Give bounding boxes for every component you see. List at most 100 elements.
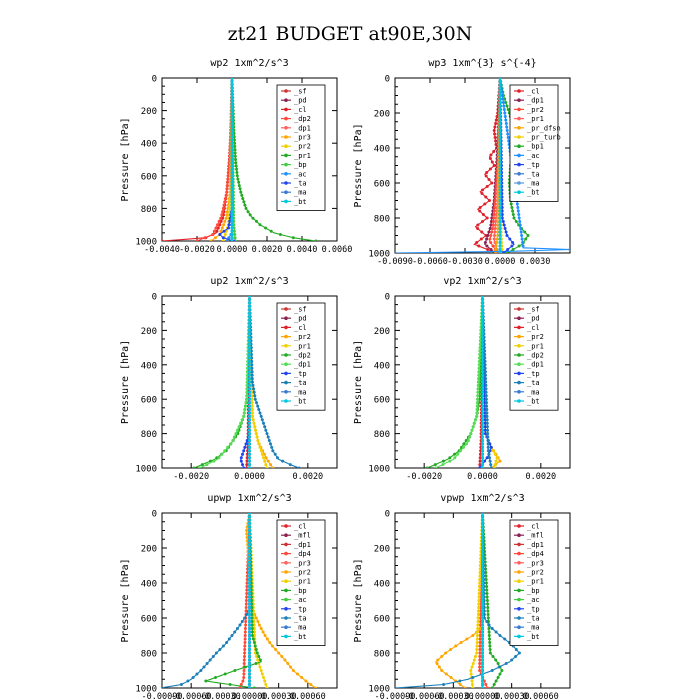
series-marker [481, 644, 484, 648]
series-marker [248, 529, 251, 532]
series-marker [477, 377, 480, 381]
series-marker [478, 648, 482, 651]
series-marker [255, 435, 259, 439]
series-marker [481, 296, 484, 298]
series-marker [484, 377, 488, 381]
legend-label: _pr_dfsn [527, 124, 561, 132]
series-marker [454, 644, 458, 648]
series-marker [470, 683, 474, 686]
y-tick-label: 400 [141, 361, 157, 371]
series-marker [494, 122, 498, 125]
series-marker [483, 349, 487, 353]
series-marker [221, 206, 225, 210]
series-marker [220, 213, 224, 217]
series-marker [230, 83, 234, 86]
legend-marker [284, 353, 288, 357]
series-marker [478, 637, 482, 641]
legend-label: _ta [527, 170, 540, 178]
series-marker [241, 197, 245, 201]
series-marker [490, 627, 494, 630]
series-marker [498, 237, 502, 241]
series-marker [498, 241, 502, 244]
series-marker [225, 184, 229, 188]
series-marker [514, 220, 518, 223]
series-marker [486, 248, 490, 251]
series-marker [250, 363, 254, 367]
series-marker [488, 167, 492, 171]
series-marker [441, 463, 445, 467]
series-marker [250, 397, 254, 401]
series-marker [245, 592, 249, 595]
series-marker [250, 366, 254, 370]
y-tick-label: 600 [141, 172, 157, 182]
series-marker [485, 620, 489, 623]
series-marker [519, 227, 523, 230]
y-axis-label: Pressure [hPa] [120, 558, 131, 642]
series-marker [481, 553, 484, 557]
series-marker [437, 665, 441, 669]
series-marker [494, 195, 498, 199]
y-tick-label: 800 [374, 430, 390, 440]
series-marker [297, 466, 301, 468]
series-line-ta [395, 513, 521, 688]
series-marker [487, 627, 491, 630]
series-marker [230, 200, 234, 204]
series-marker [230, 86, 234, 90]
legend-label: _tp [527, 161, 540, 169]
series-marker [248, 301, 251, 305]
y-tick-label: 1000 [368, 250, 390, 260]
series-marker [481, 328, 484, 332]
series-marker [245, 539, 249, 543]
series-marker [481, 560, 484, 564]
series-marker [505, 251, 509, 253]
series-marker [515, 202, 519, 206]
series-marker [237, 425, 241, 429]
series-marker [250, 627, 254, 630]
series-marker [255, 401, 258, 405]
series-marker [248, 363, 251, 367]
legend-label: _bt [527, 398, 540, 406]
series-marker [500, 94, 504, 97]
series-marker [510, 244, 514, 248]
series-marker [239, 683, 243, 686]
series-marker [248, 602, 251, 606]
series-marker [230, 99, 234, 103]
series-marker [248, 339, 251, 343]
series-marker [250, 370, 254, 374]
series-marker [253, 394, 257, 398]
x-tick-label: -0.0040 [144, 245, 180, 255]
series-marker [476, 394, 480, 398]
legend-marker [284, 307, 288, 311]
series-marker [486, 449, 490, 453]
series-marker [159, 687, 162, 690]
series-marker [492, 220, 495, 223]
series-marker [248, 623, 251, 627]
series-marker [264, 683, 268, 686]
series-marker [250, 613, 254, 616]
series-marker [481, 304, 484, 308]
series-marker [493, 199, 497, 202]
series-marker [481, 585, 484, 588]
series-marker [489, 153, 493, 157]
series-marker [494, 658, 498, 662]
series-marker [478, 349, 482, 353]
series-marker [480, 230, 484, 234]
x-tick-label: -0.0020 [179, 245, 215, 255]
series-marker [498, 171, 502, 174]
series-marker [496, 676, 500, 679]
series-marker [481, 439, 484, 442]
y-tick-label: 1000 [135, 238, 157, 248]
series-marker [440, 655, 444, 658]
series-marker [523, 230, 527, 234]
series-marker [250, 411, 254, 415]
series-marker [493, 125, 497, 129]
series-marker [478, 641, 482, 644]
series-marker [476, 630, 479, 634]
series-marker [240, 193, 244, 197]
series-marker [481, 578, 484, 581]
series-marker [246, 210, 250, 214]
series-marker [481, 571, 484, 574]
series-marker [485, 418, 489, 422]
series-marker [248, 634, 251, 637]
series-marker [481, 463, 484, 467]
